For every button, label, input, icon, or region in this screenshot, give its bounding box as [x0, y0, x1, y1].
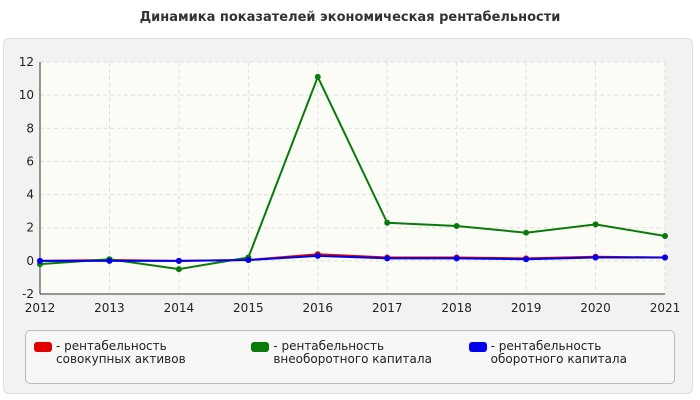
- x-tick-label: 2016: [303, 301, 334, 315]
- y-tick-label: 6: [26, 154, 34, 168]
- x-tick-label: 2014: [164, 301, 195, 315]
- legend-label: - рентабельность внеоборотного капитала: [273, 339, 432, 366]
- y-tick-label: 12: [19, 55, 34, 69]
- x-tick-label: 2021: [650, 301, 681, 315]
- point: [314, 252, 321, 259]
- point: [37, 257, 43, 264]
- point: [453, 255, 460, 262]
- legend-label: - рентабельность оборотного капитала: [490, 339, 627, 366]
- x-tick-label: 2012: [25, 301, 56, 315]
- y-tick-label: -2: [22, 287, 34, 301]
- point: [106, 257, 113, 264]
- point: [384, 255, 391, 262]
- point: [523, 256, 530, 263]
- x-tick-label: 2020: [580, 301, 611, 315]
- point: [175, 266, 182, 273]
- x-tick-label: 2013: [94, 301, 125, 315]
- point: [592, 254, 599, 261]
- series-line: [40, 254, 665, 262]
- chart-title: Динамика показателей экономическая рента…: [140, 10, 561, 25]
- y-tick-label: 10: [19, 88, 34, 102]
- series-line: [39, 74, 666, 271]
- y-tick-label: 0: [26, 254, 34, 268]
- legend-swatch: [251, 342, 270, 352]
- point: [245, 257, 252, 264]
- legend-swatch: [34, 342, 52, 352]
- point: [523, 229, 530, 236]
- x-tick-label: 2017: [372, 301, 403, 315]
- legend: - рентабельность совокупных активов - рен…: [25, 330, 675, 384]
- legend-item: - рентабельность оборотного капитала: [468, 339, 666, 383]
- point: [384, 219, 391, 226]
- point: [662, 254, 668, 261]
- legend-item: - рентабельность внеоборотного капитала: [251, 340, 448, 383]
- legend-swatch: [468, 342, 487, 352]
- point: [662, 233, 668, 239]
- x-tick-label: 2019: [511, 301, 542, 315]
- point: [592, 221, 599, 228]
- x-tick-label: 2015: [233, 301, 264, 315]
- plot-area: [40, 62, 665, 294]
- y-tick-label: 2: [26, 221, 34, 235]
- point: [453, 223, 460, 230]
- point: [314, 73, 321, 80]
- legend-label: - рентабельность совокупных активов: [56, 339, 186, 366]
- chart: Динамика показателей экономическая рента…: [19, 10, 681, 315]
- point: [175, 257, 182, 264]
- legend-item: - рентабельность совокупных активов: [34, 340, 231, 383]
- y-tick-label: 8: [26, 121, 34, 135]
- x-tick-label: 2018: [441, 301, 472, 315]
- y-tick-label: 4: [26, 188, 34, 202]
